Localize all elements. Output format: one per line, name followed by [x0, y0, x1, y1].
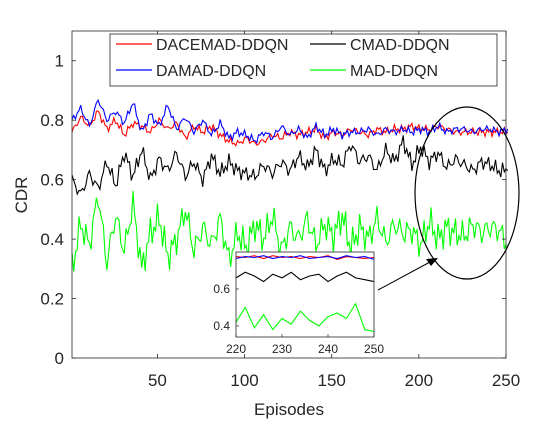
inset-y-tick-label: 0.6 [213, 282, 230, 296]
inset-series-layer [235, 255, 375, 333]
x-tick-label: 50 [148, 371, 167, 390]
inset-ticks-layer: 220 230 240 250 0.4 0.6 [213, 282, 384, 356]
inset-line-damad-ddqn [235, 255, 375, 260]
x-tick-label: 250 [492, 371, 520, 390]
y-tick-label: 0.4 [40, 230, 64, 249]
series-line-mad-ddqn [71, 190, 508, 272]
series-line-cmad-ddqn [71, 135, 509, 196]
y-axis-label: CDR [12, 177, 31, 214]
x-tick-label: 100 [230, 371, 258, 390]
y-tick-label: 0.6 [40, 171, 64, 190]
inset-x-tick-label: 220 [226, 342, 246, 356]
inset-y-tick-label: 0.4 [213, 319, 230, 333]
inset-frame [235, 251, 375, 338]
legend-label-dacemad-ddqn: DACEMAD-DDQN [156, 37, 288, 54]
x-tick-label: 150 [318, 371, 346, 390]
zoom-arrow-head [426, 258, 438, 266]
y-tick-label: 0.8 [40, 111, 64, 130]
x-tick-label: 200 [405, 371, 433, 390]
x-axis-label: Episodes [254, 400, 324, 419]
inset-background [236, 252, 374, 337]
inset-chart: 220 230 240 250 0.4 0.6 [213, 251, 384, 356]
inset-x-tick-label: 240 [318, 342, 338, 356]
y-tick-label: 0.2 [40, 290, 64, 309]
legend: DACEMAD-DDQN CMAD-DDQN DAMAD-DDQN MAD-DDQN [109, 33, 498, 87]
series-layer [71, 98, 509, 272]
inset-x-tick-label: 250 [364, 342, 384, 356]
inset-line-mad-ddqn [235, 302, 375, 333]
series-line-damad-ddqn [71, 98, 509, 145]
legend-label-cmad-ddqn: CMAD-DDQN [350, 37, 450, 54]
legend-label-damad-ddqn: DAMAD-DDQN [156, 63, 266, 80]
legend-label-mad-ddqn: MAD-DDQN [350, 63, 438, 80]
inset-x-tick-label: 230 [272, 342, 292, 356]
ticks-layer: 50 100 150 200 250 0 0.2 0.4 0.6 0.8 1 [40, 31, 520, 390]
plot-frame [71, 30, 507, 359]
zoom-arrow-line [377, 261, 431, 291]
y-tick-label: 1 [55, 52, 64, 71]
inset-line-cmad-ddqn [235, 271, 375, 283]
y-tick-label: 0 [55, 349, 64, 368]
zoom-ellipse [414, 106, 520, 280]
legend-box [109, 33, 498, 87]
